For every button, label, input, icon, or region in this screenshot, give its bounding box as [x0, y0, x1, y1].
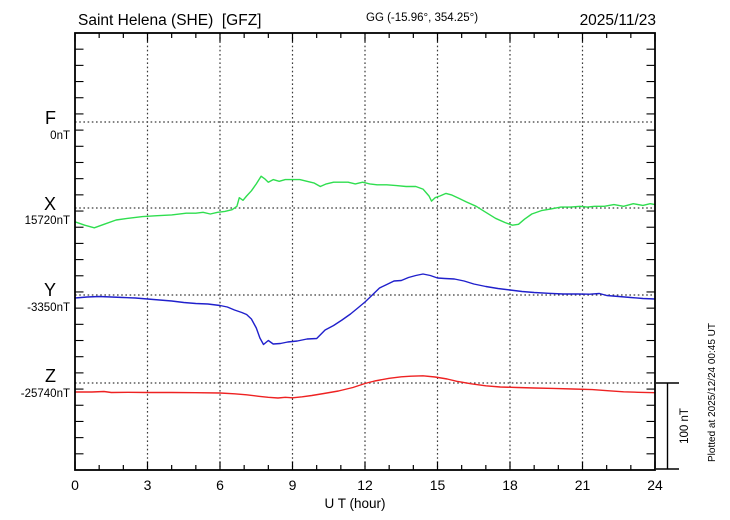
vertical-gridlines — [146, 33, 584, 470]
x-tick-label-0: 0 — [71, 477, 79, 493]
component-label-F: F — [45, 108, 56, 128]
component-value-Z: -25740nT — [21, 388, 70, 400]
x-tick-labels: 0 3 6 9 12 15 18 21 24 — [71, 477, 663, 493]
trace-Z — [74, 375, 656, 399]
component-value-X: 15720nT — [25, 215, 70, 227]
x-tick-label-3: 3 — [144, 477, 152, 493]
x-tick-label-12: 12 — [357, 477, 373, 493]
geographic-coords: GG (-15.96°, 354.25°) — [366, 12, 478, 24]
x-tick-label-9: 9 — [289, 477, 297, 493]
component-label-Y: Y — [44, 280, 56, 300]
plotted-at-note: Plotted at 2025/12/24 00:45 UT — [707, 323, 718, 462]
component-label-X: X — [44, 194, 56, 214]
scale-bar-label: 100 nT — [679, 408, 691, 444]
x-tick-label-24: 24 — [647, 477, 663, 493]
component-value-F: 0nT — [50, 130, 70, 142]
x-tick-label-6: 6 — [216, 477, 224, 493]
x-axis-label: U T (hour) — [324, 496, 385, 511]
trace-X — [74, 175, 656, 229]
component-value-Y: -3350nT — [27, 302, 70, 314]
x-tick-label-15: 15 — [430, 477, 446, 493]
plot-date: 2025/11/23 — [580, 12, 656, 29]
component-label-Z: Z — [45, 366, 56, 386]
station-title: Saint Helena (SHE) [GFZ] — [78, 12, 261, 29]
trace-Y — [74, 273, 656, 346]
x-tick-label-18: 18 — [502, 477, 518, 493]
scale-bar: 100 nT — [656, 382, 691, 470]
component-traces — [74, 175, 656, 399]
plot-border — [74, 32, 656, 471]
x-tick-label-21: 21 — [575, 477, 591, 493]
